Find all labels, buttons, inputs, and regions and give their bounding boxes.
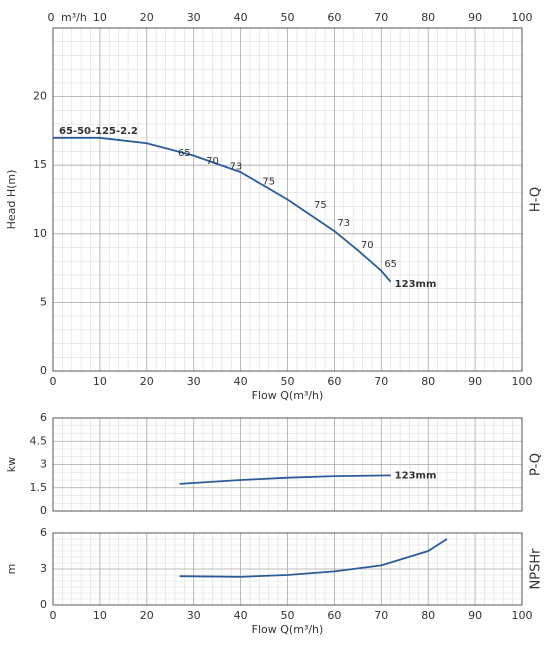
top-tick-label: 100: [512, 11, 533, 24]
y-tick-label: 4.5: [30, 434, 48, 447]
x-tick-label: 20: [140, 375, 154, 388]
side-label: H-Q: [529, 187, 544, 212]
x-tick-label: 10: [93, 609, 107, 622]
top-tick-label: 40: [234, 11, 248, 24]
y-tick-label: 3: [40, 562, 47, 575]
side-label: NPSHr: [529, 548, 544, 590]
y-axis-label: kw: [5, 457, 18, 472]
plot-frame: [52, 27, 523, 372]
efficiency-label: 70: [206, 156, 219, 167]
x-tick-label: 0: [50, 375, 57, 388]
efficiency-label: 73: [337, 218, 350, 229]
x-tick-label: 70: [374, 375, 388, 388]
top-tick-label: 30: [187, 11, 201, 24]
efficiency-label: 65: [384, 259, 397, 270]
x-tick-label: 30: [187, 609, 201, 622]
y-tick-label: 15: [33, 158, 47, 171]
x-tick-label: 100: [512, 375, 533, 388]
top-tick-label: 10: [93, 11, 107, 24]
curve-title: 65-50-125-2.2: [59, 126, 138, 137]
x-tick-label: 0: [50, 609, 57, 622]
top-tick-label: 90: [468, 11, 482, 24]
y-tick-label: 5: [40, 295, 47, 308]
x-axis-label: Flow Q(m³/h): [252, 389, 324, 402]
y-tick-label: 6: [40, 411, 47, 424]
y-tick-label: 0: [40, 504, 47, 517]
y-tick-label: 1.5: [30, 481, 48, 494]
x-tick-label: 10: [93, 375, 107, 388]
top-tick-label: 70: [374, 11, 388, 24]
x-tick-label: 40: [234, 375, 248, 388]
top-tick-label: 60: [327, 11, 341, 24]
x-tick-label: 90: [468, 375, 482, 388]
y-tick-label: 10: [33, 227, 47, 240]
y-axis-label: m: [5, 564, 18, 575]
x-tick-label: 100: [512, 609, 533, 622]
efficiency-label: 75: [314, 200, 327, 211]
top-tick-label: 50: [281, 11, 295, 24]
x-tick-label: 60: [327, 375, 341, 388]
curve: [53, 136, 392, 283]
efficiency-label: 75: [262, 177, 275, 188]
curve-label: 123mm: [395, 470, 437, 481]
curve-label: 123mm: [395, 279, 437, 290]
plot-frame: [52, 532, 523, 606]
side-label: P-Q: [529, 453, 544, 476]
top-tick-label: 20: [140, 11, 154, 24]
efficiency-label: 73: [230, 162, 243, 173]
top-tick-label: 80: [421, 11, 435, 24]
x-tick-label: 50: [281, 375, 295, 388]
x-tick-label: 40: [234, 609, 248, 622]
efficiency-label: 65: [178, 148, 191, 159]
x-tick-label: 30: [187, 375, 201, 388]
curve: [179, 538, 448, 578]
x-axis-label: Flow Q(m³/h): [252, 623, 324, 636]
x-tick-label: 50: [281, 609, 295, 622]
plot-frame: [52, 417, 523, 512]
x-tick-label: 70: [374, 609, 388, 622]
x-tick-label: 80: [421, 609, 435, 622]
x-tick-label: 90: [468, 609, 482, 622]
y-axis-label: Head H(m): [5, 170, 18, 230]
y-tick-label: 6: [40, 526, 47, 539]
y-tick-label: 0: [40, 598, 47, 611]
x-tick-label: 60: [327, 609, 341, 622]
x-tick-label: 80: [421, 375, 435, 388]
x-tick-label: 20: [140, 609, 154, 622]
y-tick-label: 3: [40, 458, 47, 471]
top-tick-label: 0: [48, 11, 55, 24]
y-tick-label: 0: [40, 364, 47, 377]
efficiency-label: 70: [361, 240, 374, 251]
top-unit: m³/h: [61, 11, 87, 24]
y-tick-label: 20: [33, 90, 47, 103]
curve: [179, 474, 391, 485]
